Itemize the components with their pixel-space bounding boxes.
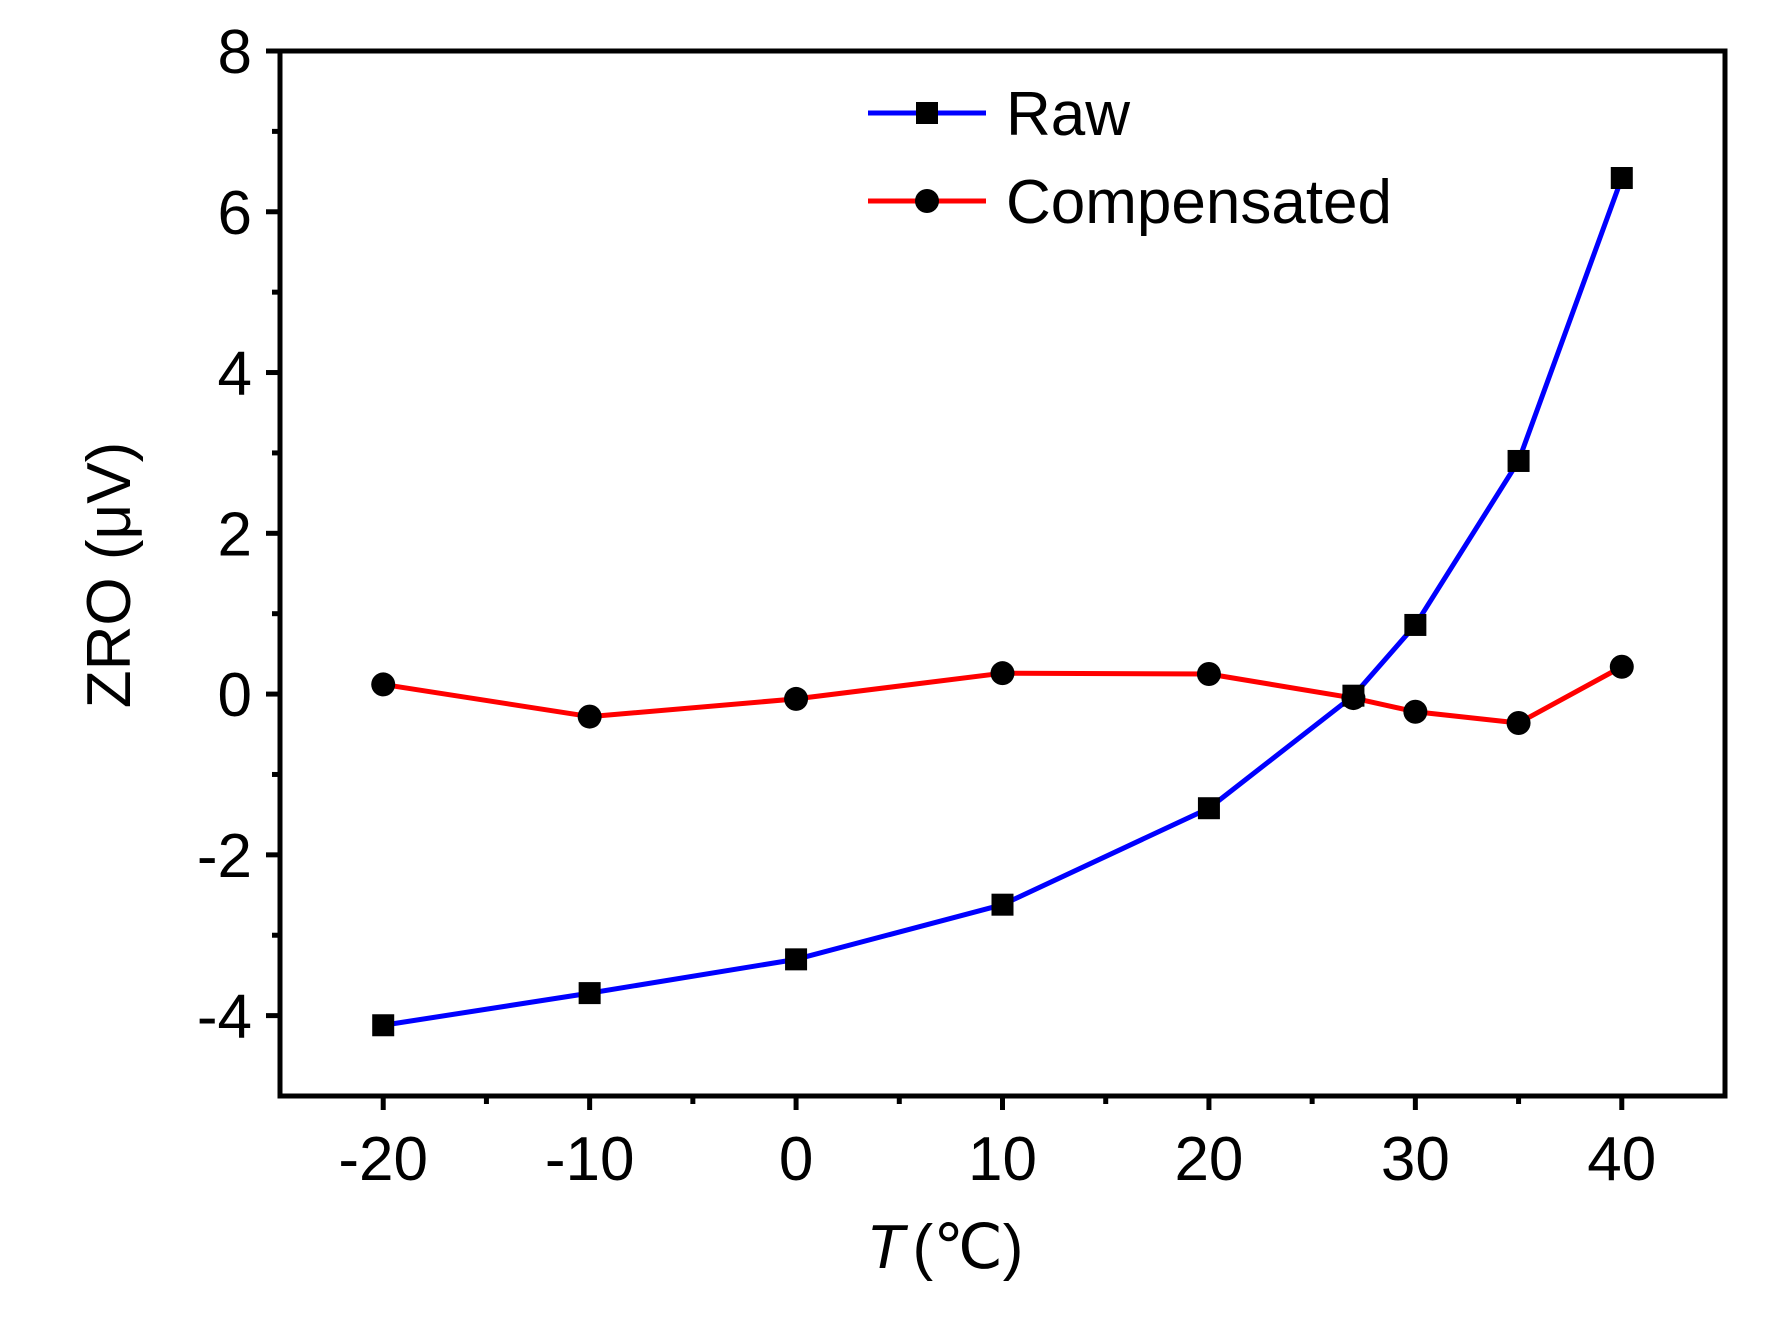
y-axis-ticks: -4 -2 0 2 4 6 8 (197, 18, 280, 1052)
legend-label-compensated: Compensated (1006, 168, 1392, 237)
x-tick-label: 0 (779, 1125, 813, 1194)
raw-data-point (372, 1014, 395, 1037)
legend-square-marker (916, 102, 938, 124)
x-tick-label: 30 (1381, 1125, 1450, 1194)
compensated-data-point (1403, 699, 1428, 724)
compensated-data-point (990, 661, 1015, 686)
raw-data-point (1197, 797, 1220, 820)
raw-data-point (578, 982, 601, 1005)
raw-data-point (1610, 167, 1633, 190)
y-tick-label: 8 (218, 18, 252, 87)
series-layer (371, 167, 1634, 1037)
compensated-data-point (1341, 686, 1366, 711)
x-tick-label: 40 (1587, 1125, 1656, 1194)
y-tick-label: -2 (197, 822, 252, 891)
compensated-data-point (1609, 654, 1634, 679)
compensated-data-point (371, 672, 396, 697)
x-axis-unit: (℃) (912, 1213, 1023, 1282)
legend: Raw Compensated (868, 80, 1392, 237)
compensated-data-point (1196, 661, 1221, 686)
y-tick-label: -4 (197, 983, 252, 1052)
x-tick-label: -10 (545, 1125, 635, 1194)
raw-data-point (1507, 449, 1530, 472)
x-tick-label: 10 (968, 1125, 1037, 1194)
compensated-data-point (577, 704, 602, 729)
x-axis-label: T (℃) (867, 1213, 1024, 1282)
compensated-data-point (1506, 711, 1531, 736)
x-tick-label: -20 (338, 1125, 428, 1194)
raw-data-point (1404, 613, 1427, 636)
plot-frame (277, 48, 1728, 1099)
y-tick-label: 0 (218, 661, 252, 730)
y-axis-label: ZRO (μV) (75, 442, 144, 708)
y-tick-label: 2 (218, 500, 252, 569)
raw-data-point (991, 893, 1014, 916)
x-tick-label: 20 (1174, 1125, 1243, 1194)
y-tick-label: 4 (218, 340, 252, 409)
x-axis-ticks: -20 -10 0 10 20 30 40 (338, 1096, 1656, 1194)
x-axis-variable: T (867, 1213, 909, 1282)
raw-data-point (785, 948, 808, 971)
legend-label-raw: Raw (1006, 80, 1130, 149)
y-tick-label: 6 (218, 179, 252, 248)
legend-circle-marker (915, 189, 939, 213)
compensated-data-point (784, 686, 809, 711)
